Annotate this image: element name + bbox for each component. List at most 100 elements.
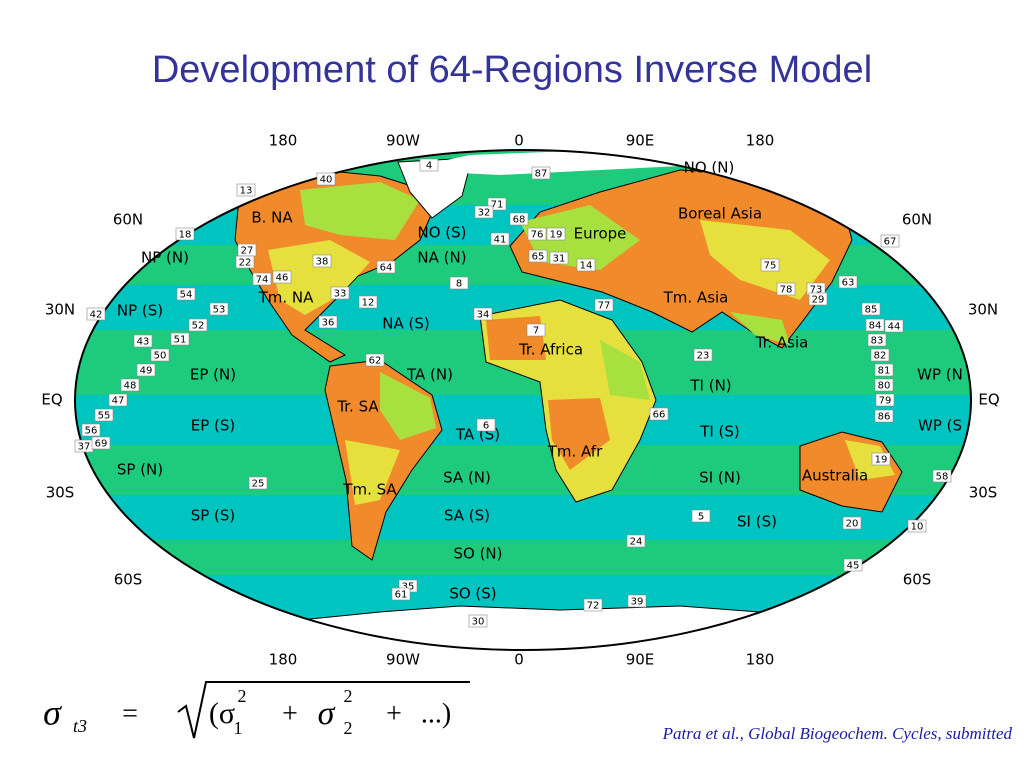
region-label: Tm. NA (258, 289, 315, 307)
formula-token: + (386, 698, 402, 729)
station-box (81, 423, 101, 437)
station-box (760, 258, 780, 272)
station-box (150, 348, 170, 362)
station-number: 84 (869, 321, 882, 332)
station-box (528, 249, 548, 263)
station-number: 68 (513, 215, 526, 226)
station-number: 31 (553, 254, 566, 265)
station-number: 20 (846, 519, 859, 530)
station-box (318, 315, 338, 329)
station-box (91, 436, 111, 450)
station-box (86, 307, 106, 321)
station-box (316, 172, 336, 186)
station-number: 51 (174, 335, 187, 346)
station-box (870, 348, 890, 362)
station-number: 47 (112, 396, 125, 407)
station-box (252, 272, 272, 286)
station-box (546, 227, 566, 241)
station-box (875, 393, 895, 407)
formula-token: = (122, 698, 138, 729)
station-box (272, 270, 292, 284)
station-box (358, 295, 378, 309)
station-box (693, 348, 713, 362)
station-number: 22 (239, 258, 252, 269)
formula-token: σ (318, 695, 336, 732)
station-box (776, 282, 796, 296)
station-box (691, 509, 711, 523)
station-number: 36 (322, 318, 335, 329)
station-number: 37 (78, 442, 91, 453)
region-label: SI (N) (699, 469, 741, 487)
station-box (874, 409, 894, 423)
bottom-axis-label: 180 (746, 651, 775, 669)
formula-token: + (282, 698, 298, 729)
region-label: Tm. SA (342, 481, 397, 499)
station-box (531, 166, 551, 180)
station-number: 80 (878, 381, 891, 392)
station-number: 62 (369, 356, 382, 367)
station-number: 86 (878, 412, 891, 423)
station-number: 65 (532, 252, 545, 263)
station-box (330, 286, 350, 300)
station-number: 52 (192, 321, 205, 332)
station-box (108, 393, 128, 407)
station-box (235, 255, 255, 269)
region-label: NA (S) (382, 315, 429, 333)
station-box (312, 254, 332, 268)
region-label: SI (S) (737, 513, 777, 531)
region-label: Tr. Africa (518, 341, 583, 359)
station-box (474, 205, 494, 219)
station-number: 78 (780, 285, 793, 296)
station-number: 44 (888, 322, 901, 333)
slide-title: Development of 64-Regions Inverse Model (152, 49, 872, 91)
region-label: NP (S) (117, 302, 163, 320)
station-box (871, 452, 891, 466)
formula-token: ...) (421, 698, 451, 729)
region-label: Australia (802, 467, 868, 485)
left-axis-label: 60N (113, 211, 143, 229)
formula-token: σ (43, 692, 62, 732)
left-axis-label: 60S (114, 571, 143, 589)
station-number: 40 (320, 175, 333, 186)
station-number: 8 (456, 279, 462, 290)
station-box (468, 614, 488, 628)
station-number: 5 (698, 512, 704, 523)
citation: Patra et al., Global Biogeochem. Cycles,… (662, 724, 1013, 743)
station-box (120, 378, 140, 392)
station-box (365, 353, 385, 367)
station-box (94, 408, 114, 422)
station-number: 77 (598, 301, 611, 312)
region-label: Tr. Asia (755, 334, 809, 352)
station-number: 49 (140, 366, 153, 377)
station-box (490, 232, 510, 246)
station-box (842, 516, 862, 530)
station-number: 50 (154, 351, 167, 362)
region-label: Boreal Asia (678, 205, 762, 223)
radical-sign (177, 681, 470, 739)
station-number: 29 (812, 295, 825, 306)
station-number: 24 (630, 537, 643, 548)
station-number: 67 (884, 237, 897, 248)
region-label: EP (S) (191, 417, 236, 435)
station-number: 10 (911, 522, 924, 533)
station-box (576, 258, 596, 272)
region-label: WP (N (917, 366, 963, 384)
station-number: 23 (697, 351, 710, 362)
station-box (874, 363, 894, 377)
right-axis-label: 30S (969, 484, 998, 502)
region-label: SA (N) (443, 469, 491, 487)
station-number: 18 (179, 230, 192, 241)
formula-token: t3 (73, 716, 87, 736)
right-axis-label: 60N (902, 211, 932, 229)
station-number: 43 (137, 337, 150, 348)
station-box (874, 378, 894, 392)
region-label: SA (S) (444, 507, 490, 525)
bottom-axis-label: 180 (269, 651, 298, 669)
station-box (526, 323, 546, 337)
station-number: 87 (535, 169, 548, 180)
region-label: EP (N) (190, 366, 236, 384)
region-label: NO (S) (417, 224, 466, 242)
station-number: 32 (478, 208, 491, 219)
station-number: 33 (334, 289, 347, 300)
region-label: NP (N) (141, 249, 189, 267)
